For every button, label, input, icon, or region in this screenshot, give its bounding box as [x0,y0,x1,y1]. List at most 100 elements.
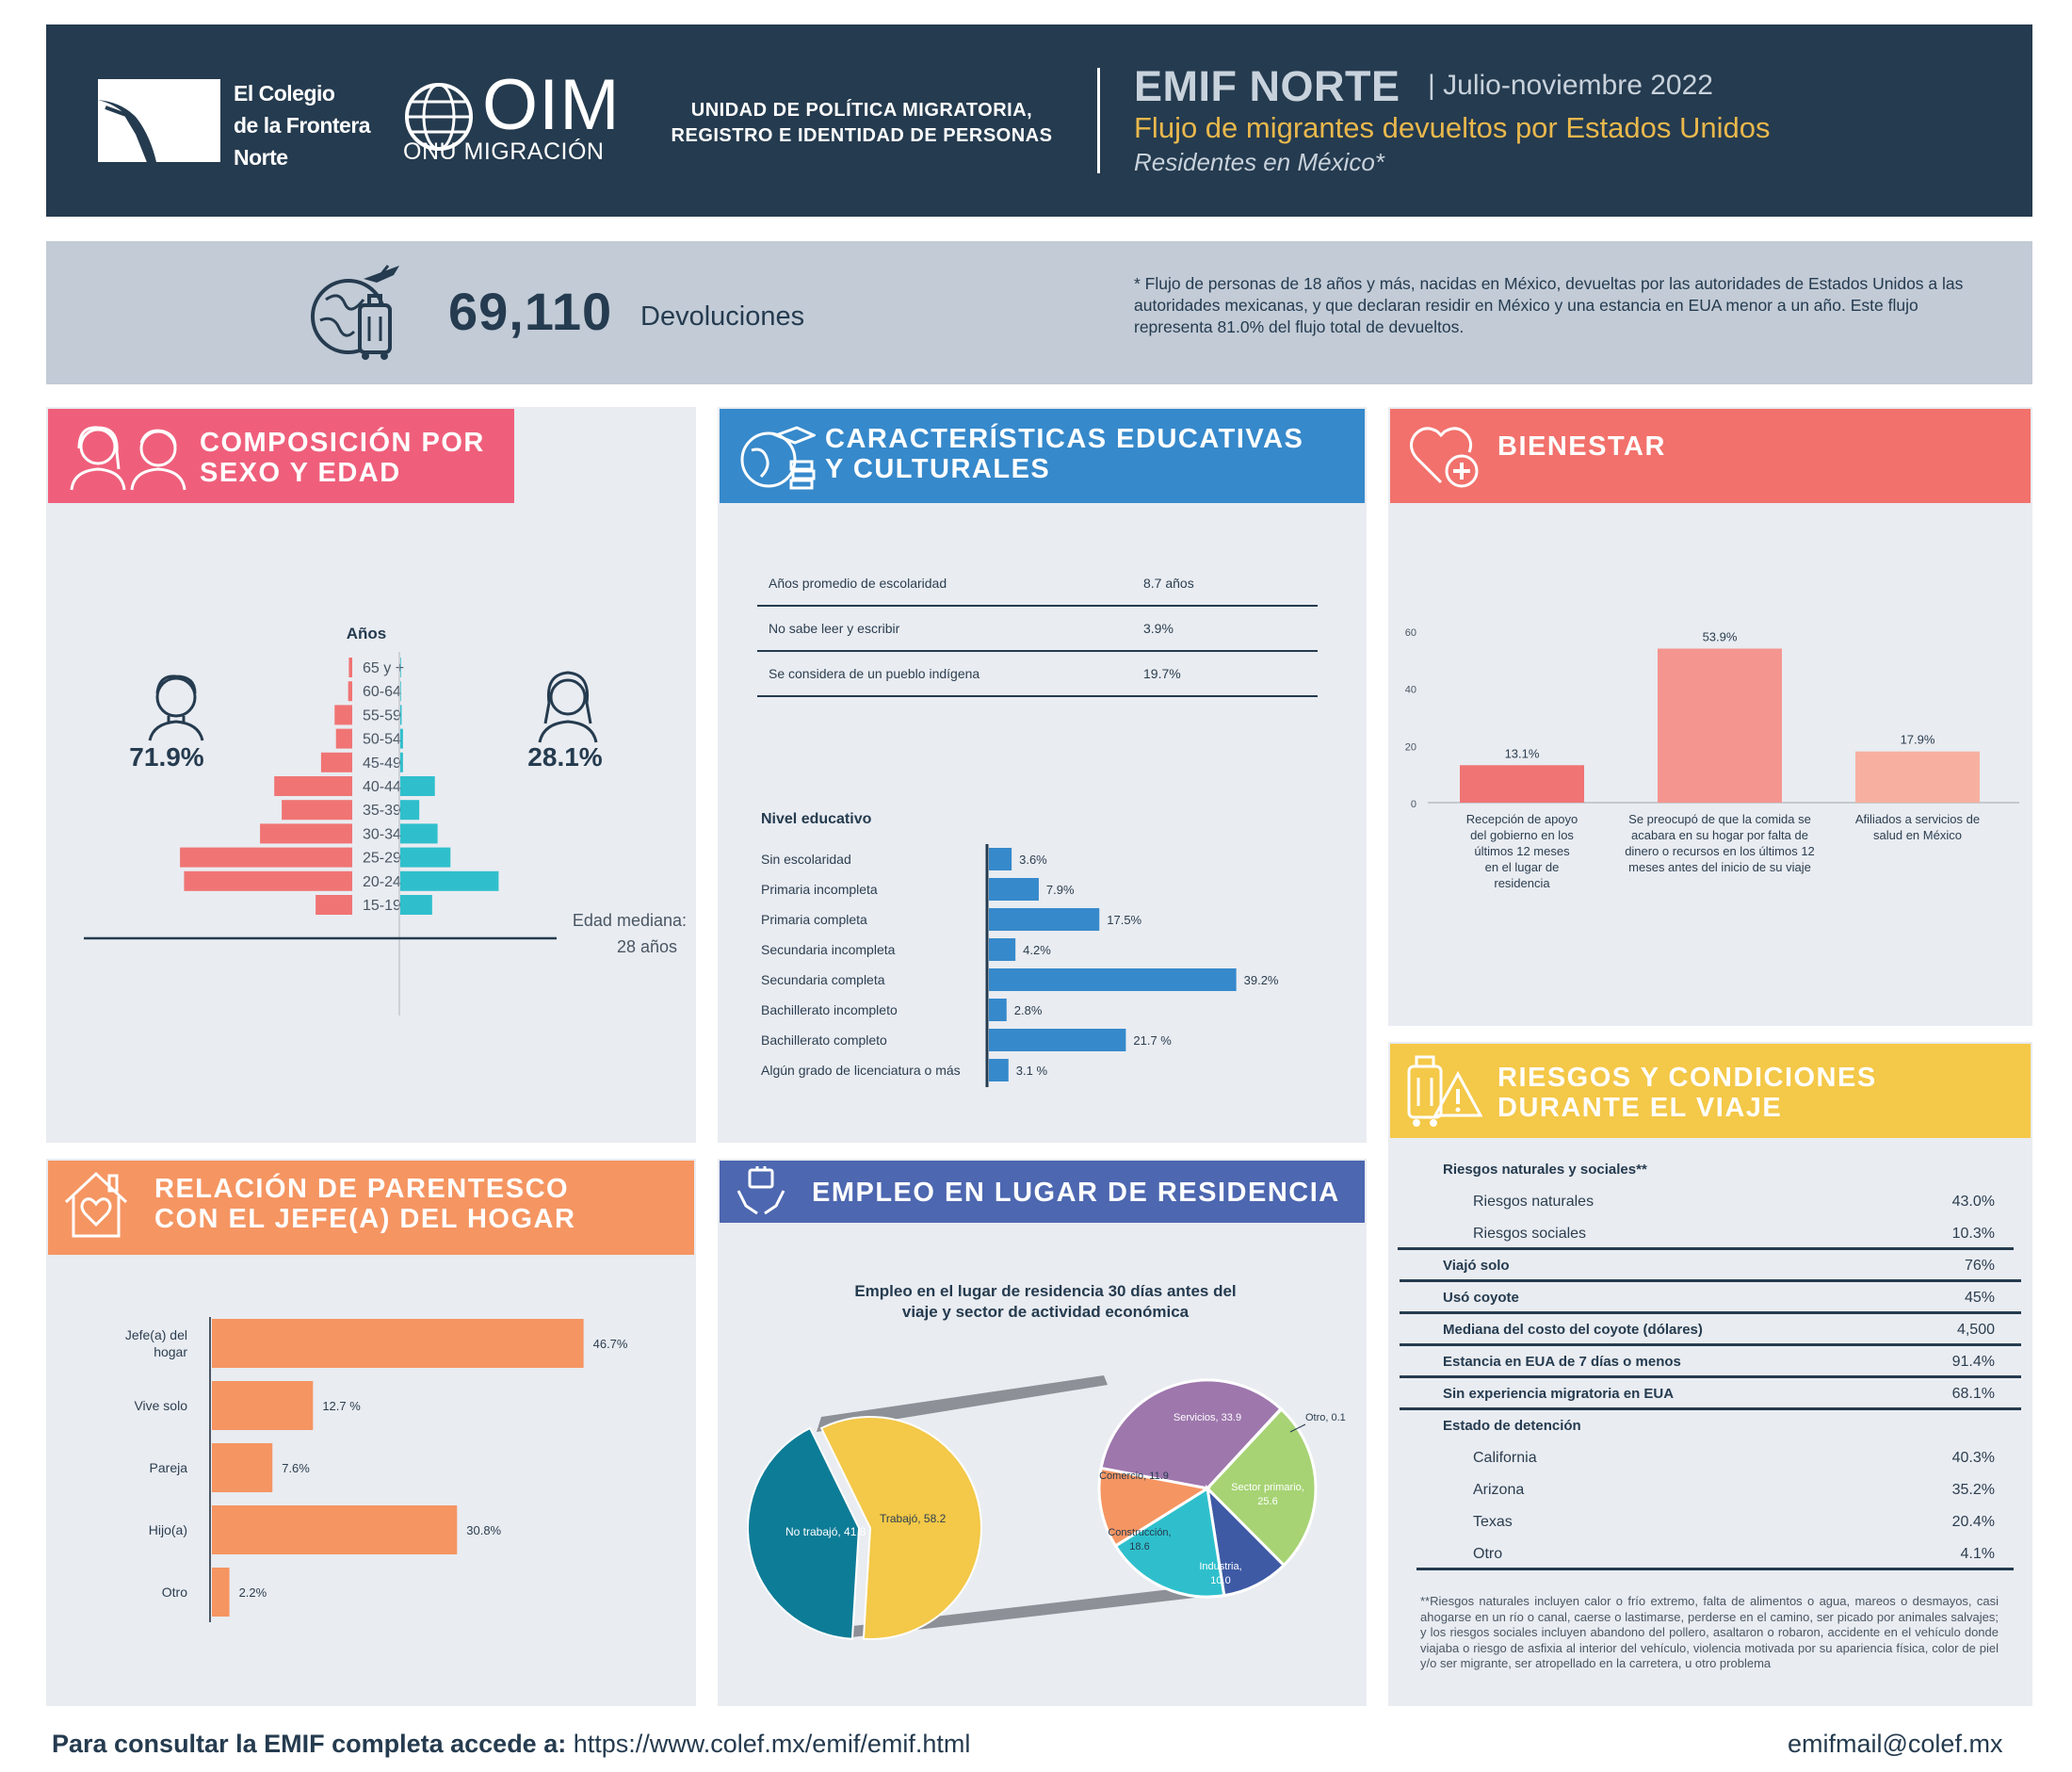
wellbeing-value-label: 17.9% [1901,733,1935,747]
risks-row-value: 91.4% [1951,1354,1995,1370]
risks-row-value: 20.4% [1951,1514,1995,1530]
sector-pie-slice [1205,1406,1318,1568]
section-title-sex-age: COMPOSICIÓN POR SEXO Y EDAD [200,428,485,488]
wellbeing-bar [1460,765,1584,803]
total-returns-value: 69,110 [448,282,613,341]
kinship-category-label: Jefe(a) del [125,1327,187,1342]
section-title-sex-age-line-2: SEXO Y EDAD [200,458,401,488]
sector-pie-label: 10.0 [1210,1575,1230,1586]
kinship-bar [212,1568,230,1617]
education-bar [989,999,1007,1021]
luggage-warning-icon [1407,1055,1482,1127]
risks-row-divider [1398,1247,2014,1250]
pyramid-bar-women [400,870,499,891]
wellbeing-ytick: 40 [1405,685,1416,696]
man-icon [148,675,204,741]
sector-leader-line [1289,1423,1306,1433]
section-title-kinship-line-2: CON EL JEFE(A) DEL HOGAR [154,1204,576,1234]
median-age-label-2: 28 años [617,937,677,956]
footer-link-line: Para consultar la EMIF completa accede a… [52,1730,970,1759]
education-value-label: 39.2% [1244,973,1279,987]
section-title-employment: EMPLEO EN LUGAR DE RESIDENCIA [812,1178,1340,1208]
education-globe-icon [740,426,816,490]
sector-pie-label: Construcción, [1108,1527,1171,1538]
pyramid-bar-women [400,847,451,868]
pyramid-age-label: 15-19 [363,898,401,914]
section-title-education-line-2: Y CULTURALES [825,454,1051,484]
education-indicators-table: Años promedio de escolaridad 8.7 años No s… [757,561,1322,703]
risks-row-value: 10.3% [1951,1226,1995,1242]
education-category-label: Algún grado de licenciatura o más [761,1063,961,1078]
kinship-bar [212,1381,314,1430]
education-table-row: Años promedio de escolaridad 8.7 años [757,561,1318,607]
education-category-label: Sin escolaridad [761,852,851,867]
travel-luggage-icon [311,265,399,360]
kinship-bar [212,1505,458,1554]
pyramid-age-label: 65 y + [363,660,404,676]
education-value-label: 7.9% [1046,883,1075,897]
risks-row-value: 35.2% [1951,1482,1995,1498]
risks-row-divider [1400,1343,2021,1346]
kinship-value-label: 30.8% [466,1523,501,1537]
page-subtitle: Flujo de migrantes devueltos por Estados… [1134,111,1771,144]
pyramid-age-label: 35-39 [363,803,401,819]
education-table-label: Años promedio de escolaridad [769,576,947,591]
risks-table-row: Viajó solo 76% [1388,1250,2032,1282]
wellbeing-value-label: 13.1% [1505,746,1540,760]
flow-definition-note: * Flujo de personas de 18 años y más, na… [1134,274,1964,336]
footer-email-link[interactable]: emifmail@colef.mx [1788,1730,2003,1758]
risks-row-value: 43.0% [1951,1194,1995,1210]
footer-lead: Para consultar la EMIF completa accede a… [52,1730,567,1758]
men-percentage: 71.9% [129,742,203,772]
education-table-row: Se considera de un pueblo indígena 19.7% [757,652,1318,697]
education-category-label: Secundaria incompleta [761,942,896,957]
upm-line-1: UNIDAD DE POLÍTICA MIGRATORIA, [690,100,1033,121]
kinship-value-label: 46.7% [593,1337,628,1351]
heart-health-icon [1410,427,1479,488]
kinship-chart: 46.7% Jefe(a) del hogar 12.7 % Vive solo 7.6%… [125,1317,628,1622]
colef-logo-icon [98,79,220,162]
risks-table-row: Mediana del costo del coyote (dólares) 4,… [1388,1314,2032,1346]
pyramid-bar-men [184,870,352,891]
employment-title-line-2: viaje y sector de actividad económica [901,1303,1190,1321]
risks-row-label: Estado de detención [1443,1418,1581,1434]
house-heart-icon [64,1171,128,1238]
wellbeing-ytick: 0 [1411,799,1416,810]
risks-table-row: California 40.3% [1388,1442,2032,1474]
kinship-bar [212,1443,273,1492]
employment-pie-slice [819,1416,982,1640]
risks-row-value: 40.3% [1951,1450,1995,1466]
pyramid-bar-women [400,728,403,749]
risks-row-label: Sin experiencia migratoria en EUA [1443,1386,1675,1402]
risks-table-row: Estancia en EUA de 7 días o menos 91.4% [1388,1346,2032,1378]
risks-row-label: Riesgos sociales [1473,1226,1587,1242]
footer-url-link[interactable]: https://www.colef.mx/emif/emif.html [573,1730,971,1758]
risks-row-divider [1400,1279,2021,1282]
section-bar-kinship [48,1161,694,1255]
education-bar [989,1059,1009,1081]
wellbeing-chart: 0 20 40 60 13.1% Recepción de apoyo del gobier… [1405,627,2019,890]
panel-risks [1388,1042,2032,1706]
section-title-kinship: RELACIÓN DE PARENTESCO CON EL JEFE(A) DE… [154,1174,575,1234]
pie-connector-bottom [845,1583,1228,1637]
education-bar [989,968,1237,991]
woman-icon [538,671,598,743]
total-returns-label: Devoluciones [640,301,805,332]
pyramid-bar-men [335,728,352,749]
kinship-category-label: Otro [162,1585,187,1600]
wellbeing-bar [1658,648,1782,803]
pyramid-age-label: 45-49 [363,756,401,772]
section-title-sex-age-line-1: COMPOSICIÓN POR [200,428,485,458]
education-category-label: Primaria incompleta [761,882,878,897]
employment-pie-slice [747,1426,861,1640]
risks-row-label: Otro [1473,1546,1503,1562]
wellbeing-category-label: acabara en su hogar por falta de [1631,828,1808,842]
wellbeing-ytick: 20 [1405,741,1416,753]
kinship-category-label: Pareja [150,1460,188,1475]
wellbeing-category-label: del gobierno en los [1470,828,1574,842]
section-title-risks: RIESGOS Y CONDICIONES DURANTE EL VIAJE [1497,1063,1877,1123]
section-title-education: CARACTERÍSTICAS EDUCATIVAS Y CULTURALES [825,424,1303,484]
pyramid-age-label: 20-24 [363,874,401,890]
education-bar [989,848,1012,870]
education-value-label: 3.1 % [1016,1064,1048,1078]
